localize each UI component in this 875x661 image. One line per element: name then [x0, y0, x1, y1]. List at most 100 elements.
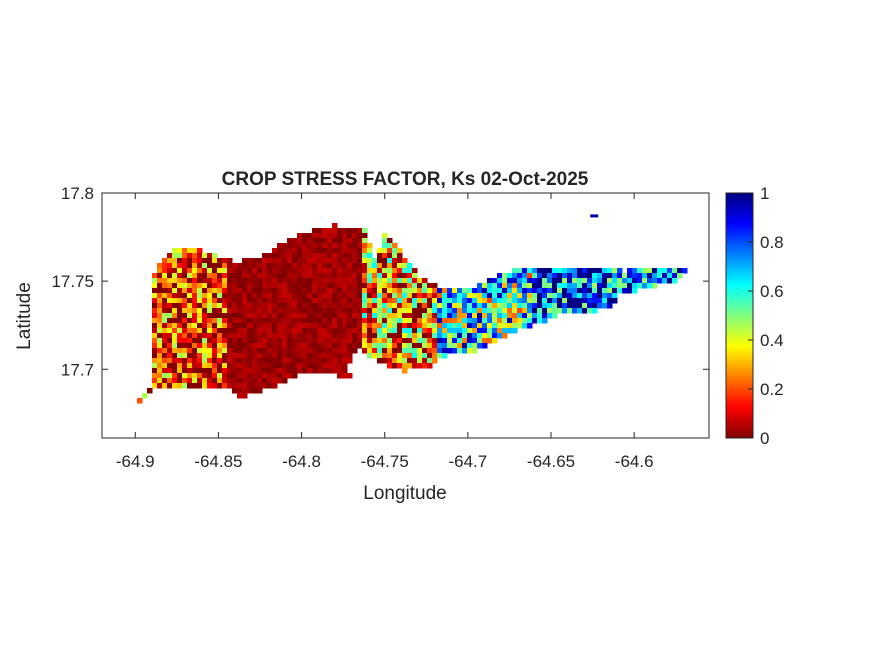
heatmap-cell — [272, 288, 278, 294]
heatmap-cell — [267, 273, 273, 279]
heatmap-cell — [347, 373, 353, 379]
heatmap-cell — [287, 373, 293, 379]
heatmap-cell — [422, 353, 428, 359]
heatmap-cell — [192, 293, 198, 299]
heatmap-cell — [152, 353, 158, 359]
heatmap-cell — [382, 273, 388, 279]
heatmap-cell — [332, 283, 338, 289]
heatmap-cell — [217, 358, 223, 364]
heatmap-cell — [492, 293, 498, 299]
heatmap-cell — [307, 273, 313, 279]
heatmap-cell — [347, 328, 353, 334]
heatmap-cell — [182, 333, 188, 339]
heatmap-cell — [332, 228, 338, 234]
heatmap-cell — [337, 233, 343, 239]
heatmap-cell — [237, 343, 243, 349]
heatmap-cell — [332, 273, 338, 279]
heatmap-cell — [157, 298, 163, 304]
heatmap-cell — [247, 378, 253, 384]
heatmap-cell — [402, 308, 408, 314]
heatmap-cell — [297, 283, 303, 289]
heatmap-cell — [232, 333, 238, 339]
heatmap-cell — [237, 333, 243, 339]
heatmap-cell — [377, 293, 383, 299]
heatmap-cell — [397, 333, 403, 339]
heatmap-cell — [262, 358, 268, 364]
heatmap-cell — [182, 318, 188, 324]
heatmap-cell — [497, 278, 503, 284]
heatmap-cell — [242, 283, 248, 289]
heatmap-cell — [542, 283, 548, 289]
heatmap-cell — [257, 358, 263, 364]
heatmap-cell — [187, 348, 193, 354]
heatmap-cell — [312, 308, 318, 314]
heatmap-cell — [362, 253, 368, 259]
heatmap-cell — [212, 323, 218, 329]
heatmap-cell — [237, 388, 243, 394]
heatmap-cell — [207, 308, 213, 314]
heatmap-cell — [152, 328, 158, 334]
heatmap-cell — [302, 323, 308, 329]
heatmap-cell — [297, 323, 303, 329]
heatmap-cell — [162, 383, 168, 389]
heatmap-cell — [207, 323, 213, 329]
heatmap-cell — [187, 318, 193, 324]
heatmap-cell — [262, 338, 268, 344]
heatmap-cell — [367, 323, 373, 329]
heatmap-cell — [317, 363, 323, 369]
heatmap-cell — [172, 293, 178, 299]
heatmap-cell — [477, 328, 483, 334]
heatmap-cell — [207, 273, 213, 279]
heatmap-cell — [392, 343, 398, 349]
heatmap-cell — [592, 303, 598, 309]
heatmap-cell — [262, 258, 268, 264]
heatmap-cell — [242, 368, 248, 374]
heatmap-cell — [232, 293, 238, 299]
heatmap-cell — [322, 328, 328, 334]
heatmap-cell — [262, 363, 268, 369]
heatmap-cell — [407, 358, 413, 364]
heatmap-cell — [262, 348, 268, 354]
heatmap-cell — [287, 328, 293, 334]
heatmap-cell — [267, 328, 273, 334]
heatmap-cell — [367, 308, 373, 314]
heatmap-cell — [482, 318, 488, 324]
heatmap-cell — [267, 303, 273, 309]
heatmap-cell — [452, 348, 458, 354]
heatmap-cell — [337, 313, 343, 319]
heatmap-cell — [392, 318, 398, 324]
heatmap-cell — [472, 293, 478, 299]
heatmap-cell — [327, 293, 333, 299]
heatmap-cell — [182, 338, 188, 344]
heatmap-cell — [182, 263, 188, 269]
heatmap-cell — [397, 298, 403, 304]
heatmap-cell — [407, 263, 413, 269]
heatmap-cell — [547, 278, 553, 284]
heatmap-cell — [172, 363, 178, 369]
heatmap-cell — [432, 343, 438, 349]
heatmap-cell — [517, 278, 523, 284]
heatmap-cell — [272, 273, 278, 279]
heatmap-cell — [347, 253, 353, 259]
heatmap-cell — [352, 303, 358, 309]
heatmap-cell — [587, 283, 593, 289]
heatmap-cell — [292, 243, 298, 249]
heatmap-cell — [352, 338, 358, 344]
heatmap-cell — [307, 358, 313, 364]
heatmap-cell — [202, 268, 208, 274]
heatmap-cell — [282, 283, 288, 289]
heatmap-cell — [237, 308, 243, 314]
heatmap-cell — [287, 323, 293, 329]
heatmap-cell — [202, 288, 208, 294]
heatmap-cell — [452, 328, 458, 334]
heatmap-cell — [407, 323, 413, 329]
heatmap-cell — [417, 288, 423, 294]
heatmap-cell — [387, 243, 393, 249]
heatmap-cell — [547, 288, 553, 294]
heatmap-cell — [277, 358, 283, 364]
heatmap-cell — [287, 348, 293, 354]
heatmap-cell — [217, 283, 223, 289]
heatmap-cell — [597, 303, 603, 309]
heatmap-cell — [312, 323, 318, 329]
heatmap-cell — [582, 293, 588, 299]
